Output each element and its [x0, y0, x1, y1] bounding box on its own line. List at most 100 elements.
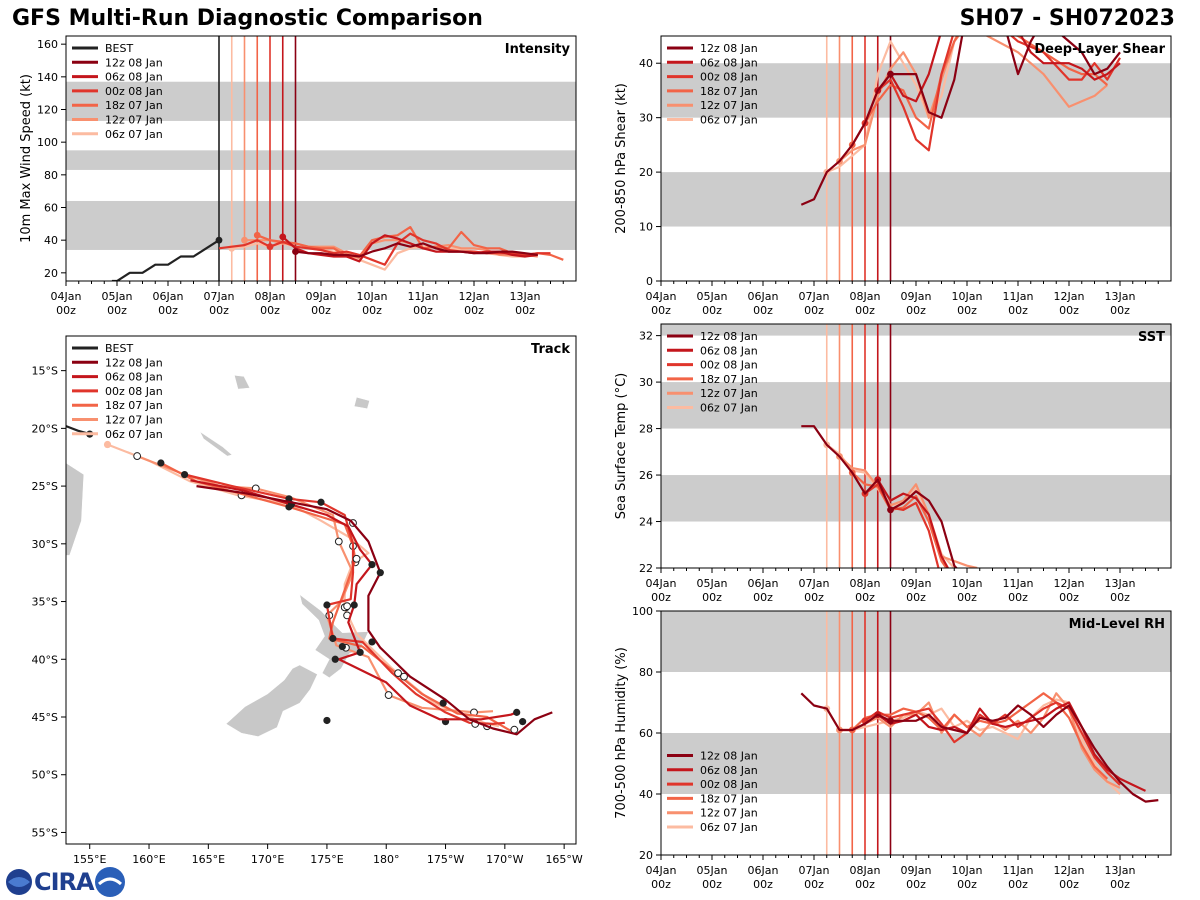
y-tick-label: 140 [37, 71, 58, 84]
y-tick-label: 20 [639, 166, 653, 179]
legend-label: 06z 08 Jan [700, 344, 758, 357]
x-tick-label: 06Jan [748, 864, 779, 877]
x-tick-label: 00z [1008, 591, 1028, 604]
x-tick-label: 05Jan [697, 577, 728, 590]
series-line [863, 36, 1121, 152]
x-tick-label: 00z [957, 878, 977, 891]
track-marker-filled [513, 708, 521, 716]
y-tick-label: 10 [639, 221, 653, 234]
legend-label: 18z 07 Jan [105, 99, 163, 112]
legend-label: 12z 08 Jan [700, 42, 758, 55]
y-tick-label: 40 [639, 57, 653, 70]
lon-tick-label: 155°E [73, 853, 106, 866]
x-tick-label: 12Jan [1054, 577, 1085, 590]
satellite-icon [94, 867, 125, 897]
panel-title: Deep-Layer Shear [1034, 42, 1165, 57]
x-tick-label: 00z [1008, 878, 1028, 891]
category-band [661, 324, 1171, 336]
page-title: GFS Multi-Run Diagnostic Comparison [12, 6, 483, 31]
x-tick-label: 00z [1008, 304, 1028, 317]
x-tick-label: 05Jan [697, 290, 728, 303]
x-tick-label: 12Jan [1054, 290, 1085, 303]
y-tick-label: 20 [44, 267, 58, 280]
series-marker [292, 248, 299, 256]
storm-id: SH07 - SH072023 [959, 6, 1175, 31]
y-tick-label: 80 [44, 169, 58, 182]
x-tick-label: 11Jan [408, 290, 439, 303]
intensity-chart: 2040608010012014016004Jan00z05Jan00z06Ja… [19, 35, 577, 317]
x-tick-label: 00z [56, 304, 76, 317]
x-tick-label: 00z [804, 304, 824, 317]
shear-chart: 01020304004Jan00z05Jan00z06Jan00z07Jan00… [614, 35, 1172, 317]
track-marker-open [400, 672, 408, 681]
lon-tick-label: 175°E [310, 853, 343, 866]
series-line [877, 701, 1146, 792]
y-tick-label: 80 [639, 666, 653, 679]
y-tick-label: 32 [639, 330, 653, 343]
track-line [196, 485, 553, 736]
x-tick-label: 00z [464, 304, 484, 317]
x-tick-label: 00z [107, 304, 127, 317]
legend-label: 12z 07 Jan [700, 807, 758, 820]
category-band [66, 150, 576, 170]
x-tick-label: 04Jan [646, 864, 677, 877]
y-tick-label: 20 [639, 849, 653, 862]
x-tick-label: 00z [158, 304, 178, 317]
y-tick-label: 40 [44, 234, 58, 247]
track-marker-filled [323, 601, 331, 609]
x-tick-label: 00z [362, 304, 382, 317]
series-line [839, 692, 1121, 789]
x-tick-label: 00z [1110, 304, 1130, 317]
series-marker [253, 231, 261, 239]
legend-label: 06z 08 Jan [105, 371, 163, 384]
track-marker-filled [338, 642, 346, 651]
x-tick-label: 10Jan [952, 864, 983, 877]
legend-label: 06z 07 Jan [700, 114, 758, 127]
track-marker-filled [368, 638, 376, 646]
track-marker-filled [181, 470, 189, 479]
cira-logo: CIRA [4, 866, 126, 898]
x-tick-label: 13Jan [1105, 290, 1136, 303]
map-area [66, 375, 553, 737]
legend-label: 18z 07 Jan [700, 85, 758, 98]
legend-label: 12z 08 Jan [105, 56, 163, 69]
y-tick-label: 100 [632, 605, 653, 618]
series-line [876, 36, 1121, 103]
legend-label: 12z 08 Jan [700, 330, 758, 343]
y-tick-label: 160 [37, 38, 58, 51]
x-tick-label: 00z [855, 878, 875, 891]
lon-tick-label: 175°W [427, 853, 464, 866]
series-marker [279, 233, 287, 241]
x-tick-label: 00z [1059, 591, 1079, 604]
legend-label: 06z 08 Jan [700, 56, 758, 69]
x-tick-label: 00z [1110, 878, 1130, 891]
y-tick-label: 22 [639, 562, 653, 575]
x-tick-label: 05Jan [697, 864, 728, 877]
panel-title: Track [531, 342, 570, 357]
series-line [295, 242, 538, 258]
legend-label: 06z 07 Jan [105, 428, 163, 441]
lon-tick-label: 180° [373, 853, 400, 866]
track-marker-filled [317, 498, 325, 506]
series-line [864, 483, 940, 568]
y-tick-label: 24 [639, 516, 653, 529]
x-tick-label: 00z [515, 304, 535, 317]
x-tick-label: 00z [1110, 591, 1130, 604]
y-axis-label: 200-850 hPa Shear (kt) [614, 83, 629, 234]
track-marker-open [394, 669, 402, 678]
legend-label: 12z 07 Jan [105, 114, 163, 127]
panel-title: Intensity [505, 42, 571, 57]
category-band [661, 172, 1171, 227]
y-tick-label: 120 [37, 104, 58, 117]
series-marker [266, 243, 274, 251]
legend-label: 00z 08 Jan [105, 385, 163, 398]
series-line [851, 36, 1109, 146]
legend-label: 00z 08 Jan [105, 85, 163, 98]
series-line [801, 425, 958, 568]
landmass [353, 396, 370, 409]
plot-area [661, 611, 1171, 855]
y-tick-label: 30 [639, 376, 653, 389]
series-marker [887, 717, 894, 725]
x-tick-label: 00z [1059, 878, 1079, 891]
x-tick-label: 13Jan [1105, 864, 1136, 877]
